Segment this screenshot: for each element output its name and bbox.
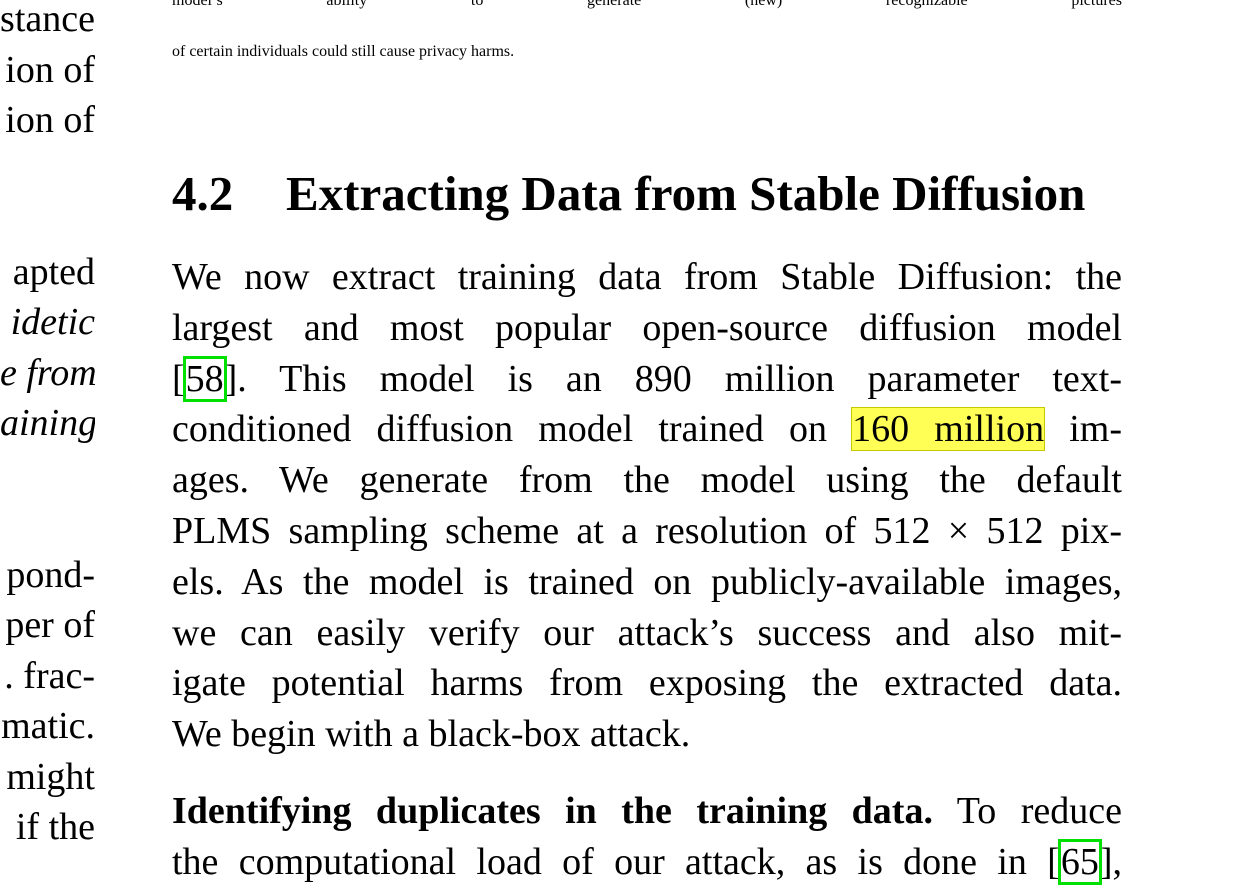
line-text: im- (1044, 408, 1122, 451)
left-fragment-blank (0, 499, 95, 550)
left-fragment-blank (0, 449, 95, 500)
line-text: To reduce (932, 790, 1122, 832)
main-paragraph: We now extract training data from Stable… (172, 252, 1122, 760)
left-fragment: might (6, 755, 95, 798)
section-title: Extracting Data from Stable Diffusion (286, 166, 1086, 221)
left-column-fragments: stance ion of ion of apted idetic e from… (0, 0, 95, 853)
paragraph-line: the computational load of our attack, as… (172, 837, 1122, 888)
line-text: ]. This model is an 890 million paramete… (224, 357, 1122, 400)
left-fragment: ion of (5, 48, 95, 91)
top-paragraph: model’s ability to generate (new) recogn… (172, 0, 1122, 94)
paragraph-line: model’s ability to generate (new) recogn… (172, 0, 1122, 9)
bracket-open: [ (172, 357, 185, 400)
line-text: conditioned diffusion model trained on (172, 408, 853, 451)
left-fragment: pond- (6, 553, 95, 596)
left-fragment: ion of (5, 99, 95, 141)
paragraph-line: Identifying duplicates in the training d… (172, 786, 1122, 837)
section-number: 4.2 (172, 166, 234, 221)
paragraph-line: ages. We generate from the model using t… (172, 459, 1122, 502)
paragraph-line: conditioned diffusion model trained on 1… (172, 404, 1122, 455)
paragraph-line: [58]. This model is an 890 million param… (172, 354, 1122, 405)
left-fragment: per of (5, 604, 95, 646)
left-fragment-blank (0, 196, 95, 247)
left-fragment: if the (15, 806, 95, 848)
paragraph-line: largest and most popular open-source dif… (172, 306, 1122, 349)
left-fragment-italic: e from (0, 351, 95, 394)
line-text: the computational load of our attack, as… (172, 840, 1060, 883)
paragraph-bold-lead: Identifying duplicates in the training d… (172, 790, 933, 832)
paragraph-line: We begin with a black-box attack. (172, 713, 691, 756)
paragraph-line: of certain individuals could still cause… (172, 42, 515, 60)
section-heading: 4.2 Extracting Data from Stable Diffusion (172, 166, 1172, 222)
left-fragment-italic: idetic (10, 301, 95, 343)
paragraph-line: els. As the model is trained on publicly… (172, 560, 1122, 603)
next-paragraph: Identifying duplicates in the training d… (172, 786, 1122, 888)
paragraph-line: PLMS sampling scheme at a resolution of … (172, 509, 1122, 552)
citation-link-65[interactable]: 65 (1057, 838, 1102, 885)
paragraph-line: We now extract training data from Stable… (172, 256, 1122, 298)
left-fragment-blank (0, 146, 95, 197)
citation-link-58[interactable]: 58 (182, 355, 227, 402)
left-fragment: . frac- (4, 654, 95, 697)
left-fragment-italic: aining (0, 402, 95, 444)
left-fragment: stance (0, 0, 95, 40)
highlighted-text[interactable]: 160 million (851, 407, 1046, 452)
paragraph-line: we can easily verify our attack’s succes… (172, 611, 1122, 654)
left-fragment: apted (12, 250, 95, 293)
paragraph-line: igate potential harms from exposing the … (172, 662, 1122, 705)
left-fragment: matic. (1, 705, 95, 747)
line-text: ], (1099, 840, 1122, 883)
